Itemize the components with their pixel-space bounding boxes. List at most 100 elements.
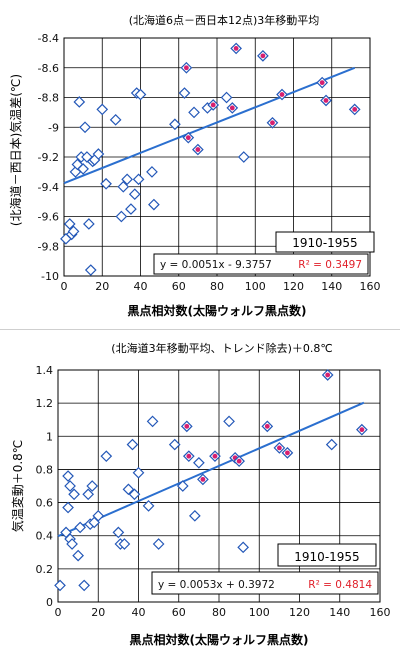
data-point-marker <box>325 438 338 451</box>
x-tick-label: 80 <box>210 280 224 293</box>
data-point-marker <box>78 579 91 592</box>
y-tick-label: 0.6 <box>36 497 54 510</box>
data-point-marker <box>178 87 191 99</box>
data-point-highlight <box>323 98 329 103</box>
y-tick-label: -8.8 <box>38 92 59 105</box>
x-tick-label: 120 <box>283 280 304 293</box>
data-point-marker <box>100 177 112 190</box>
data-point-marker <box>92 148 105 160</box>
data-point-marker <box>176 480 189 492</box>
data-point-marker <box>64 480 76 492</box>
data-point-marker <box>68 488 80 501</box>
y-tick-label: -9.2 <box>38 151 59 164</box>
data-point-marker <box>84 264 97 276</box>
data-point-marker <box>96 103 109 116</box>
x-tick-label: 80 <box>212 606 226 619</box>
equation-box <box>153 253 369 275</box>
y-tick-label: 0 <box>46 596 53 609</box>
data-point-marker <box>83 218 95 230</box>
data-point-marker <box>92 509 105 522</box>
chart-title: (北海道6点－西日本12点)3年移動平均 <box>129 13 320 27</box>
data-point-highlight <box>319 80 325 86</box>
data-point-marker <box>152 538 165 550</box>
data-point-marker <box>117 180 130 193</box>
period-box <box>275 231 375 253</box>
data-point-marker <box>112 526 125 539</box>
data-point-marker <box>118 538 131 550</box>
data-point-marker <box>79 121 91 134</box>
x-axis-label: 黒点相対数(太陽ウォルフ黒点数) <box>130 632 309 647</box>
x-tick-label: 100 <box>249 606 270 619</box>
data-point-highlight <box>210 102 216 108</box>
x-tick-label: 140 <box>321 280 342 293</box>
data-point-marker <box>220 91 233 104</box>
data-point-marker <box>77 163 89 175</box>
x-tick-label: 160 <box>360 280 381 293</box>
trend-line <box>63 66 356 185</box>
x-axis-label: 黒点相対数(太陽ウォルフ黒点数) <box>128 303 307 318</box>
data-point-marker <box>54 579 66 592</box>
data-point-highlight <box>325 372 331 378</box>
y-tick-label: -9.8 <box>38 240 59 253</box>
data-point-highlight <box>236 458 242 464</box>
data-point-highlight <box>229 105 235 111</box>
data-point-marker <box>82 488 95 501</box>
y-tick-label: -8.4 <box>38 32 59 45</box>
data-point-marker <box>189 509 201 522</box>
data-point-marker <box>100 450 113 463</box>
data-point-highlight <box>233 46 239 51</box>
x-tick-label: 160 <box>370 606 391 619</box>
regression-equation: y = 0.0053x + 0.3972 <box>158 579 275 591</box>
data-point-highlight <box>352 107 358 112</box>
x-tick-label: 0 <box>61 280 68 293</box>
r-squared-label: R² = 0.3497 <box>298 259 362 271</box>
chart-panel-bottom: (北海道3年移動平均、トレンド除去)＋0.8℃ 0 20 40 60 80 100 120 14… <box>0 336 400 652</box>
x-tick-label: 100 <box>245 280 266 293</box>
data-point-marker <box>132 173 145 186</box>
y-tick-label: 1.4 <box>36 364 54 377</box>
chart-bottom: (北海道3年移動平均、トレンド除去)＋0.8℃ 0 20 40 60 80 100 120 14… <box>10 341 391 647</box>
y-tick-label: 1 <box>46 430 53 443</box>
trend-line <box>57 401 365 538</box>
y-tick-label: -9.6 <box>38 211 59 224</box>
regression-equation: y = 0.0051x - 9.3757 <box>160 259 272 271</box>
y-tick-label: 0.2 <box>36 563 54 576</box>
equation-box <box>151 571 379 595</box>
x-tick-label: 60 <box>172 606 186 619</box>
data-point-marker <box>223 415 235 428</box>
data-point-marker <box>66 538 78 550</box>
data-point-marker <box>122 483 135 496</box>
x-tick-label: 120 <box>289 606 310 619</box>
y-axis-label: (北海道－西日本)気温差(℃) <box>8 74 23 226</box>
data-point-marker <box>62 470 74 482</box>
x-tick-label: 20 <box>91 606 105 619</box>
data-point-marker <box>193 456 205 469</box>
chart-top: (北海道6点－西日本12点)3年移動平均 0 20 40 60 80 100 120 140 16… <box>8 13 381 318</box>
data-point-marker <box>115 210 128 223</box>
data-point-marker <box>86 480 99 492</box>
data-point-highlight <box>285 450 290 456</box>
x-tick-label: 40 <box>134 280 148 293</box>
y-tick-label: -8.6 <box>38 62 59 75</box>
y-tick-label: -9.4 <box>38 181 59 194</box>
data-point-marker <box>74 521 86 534</box>
data-point-marker <box>146 166 158 178</box>
data-point-marker <box>67 225 80 238</box>
data-point-marker <box>134 88 147 101</box>
data-point-marker <box>125 203 137 215</box>
data-point-marker <box>237 541 249 554</box>
y-tick-label: -10 <box>41 270 59 283</box>
chart-panel-top: (北海道6点－西日本12点)3年移動平均 0 20 40 60 80 100 120 140 16… <box>0 0 400 325</box>
data-point-highlight <box>359 427 365 433</box>
data-point-marker <box>121 173 133 186</box>
r-squared-label: R² = 0.4814 <box>308 579 372 591</box>
data-point-marker <box>146 415 159 428</box>
x-tick-label: 140 <box>329 606 350 619</box>
period-label: 1910-1955 <box>292 236 357 250</box>
data-point-marker <box>188 106 200 119</box>
y-axis-label: 気温変動＋0.8℃ <box>10 440 25 533</box>
data-point-highlight <box>195 147 201 152</box>
y-tick-label: -9 <box>48 121 59 134</box>
data-point-highlight <box>270 120 275 126</box>
data-point-highlight <box>200 476 206 482</box>
